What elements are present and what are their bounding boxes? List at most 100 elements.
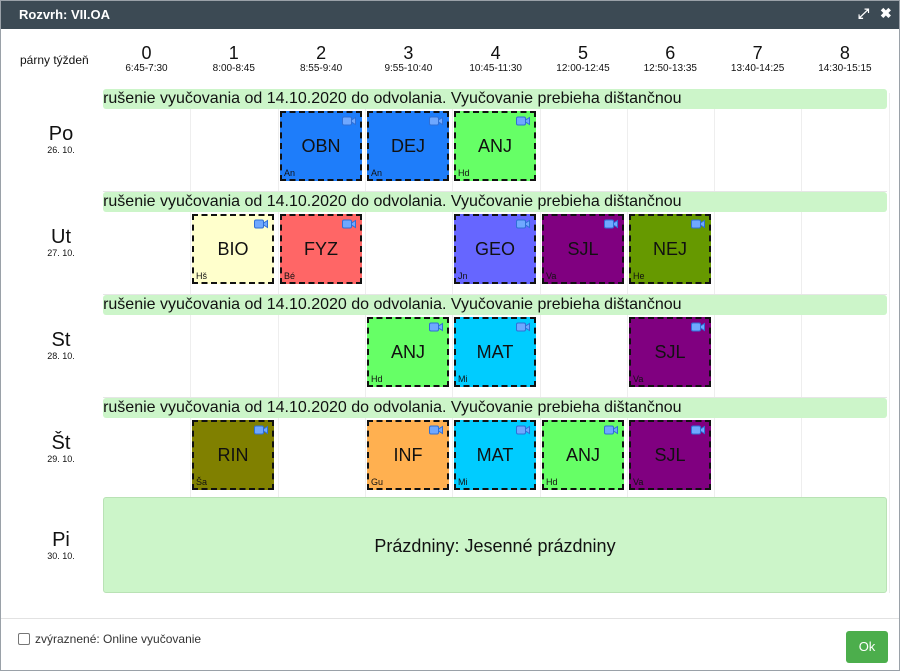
period-number: 8 xyxy=(839,43,850,63)
day-date: 27. 10. xyxy=(47,248,75,258)
online-highlight-checkbox[interactable] xyxy=(18,633,30,645)
day-name: St xyxy=(51,329,71,351)
lesson-card[interactable]: SJL Va xyxy=(629,420,711,490)
day-name: Ut xyxy=(51,226,71,248)
grid-column-line xyxy=(190,93,191,593)
lesson-teacher: Bé xyxy=(284,271,296,281)
day-name: Pi xyxy=(52,529,70,551)
online-highlight-label[interactable]: zvýraznené: Online vyučovanie xyxy=(35,632,202,646)
grid-column-line xyxy=(627,93,628,593)
lesson-card[interactable]: GEO Jn xyxy=(454,214,536,284)
lesson-card[interactable]: BIO Hš xyxy=(192,214,274,284)
holiday-block[interactable]: Prázdniny: Jesenné prázdniny xyxy=(103,497,887,593)
period-number: 1 xyxy=(228,43,239,63)
lesson-teacher: Jn xyxy=(458,271,468,281)
lesson-subject: GEO xyxy=(474,239,515,259)
lesson-subject: MAT xyxy=(476,445,514,465)
video-camera-icon xyxy=(254,425,268,435)
lesson-card[interactable]: OBN An xyxy=(280,111,362,181)
period-time: 8:55-9:40 xyxy=(299,63,343,74)
day-label: Ut 27. 10. xyxy=(21,226,101,259)
distance-learning-banner[interactable]: Dištančná výučba: Prerušenie vyučovania … xyxy=(103,295,887,315)
dialog-title: Rozvrh: VII.OA xyxy=(19,7,111,22)
lesson-teacher: Va xyxy=(546,271,557,281)
video-camera-icon xyxy=(604,219,618,229)
holiday-text: Prázdniny: Jesenné prázdniny xyxy=(374,536,616,556)
period-number: 7 xyxy=(752,43,763,63)
lesson-card[interactable]: ANJ Hd xyxy=(367,317,449,387)
title-bar[interactable]: Rozvrh: VII.OA ⤢ ✖ xyxy=(1,1,899,29)
day-date: 28. 10. xyxy=(47,351,75,361)
lesson-card[interactable]: ANJ Hd xyxy=(454,111,536,181)
distance-learning-banner[interactable]: Dištančná výučba: Prerušenie vyučovania … xyxy=(103,192,887,212)
lesson-subject: INF xyxy=(393,445,423,465)
lesson-subject: ANJ xyxy=(390,342,425,362)
banner-text: Dištančná výučba: Prerušenie vyučovania … xyxy=(103,399,682,416)
video-camera-icon xyxy=(691,322,705,332)
period-time: 10:45-11:30 xyxy=(469,63,522,74)
video-camera-icon xyxy=(604,425,618,435)
grid-row-line xyxy=(103,191,887,192)
lesson-teacher: Hd xyxy=(458,168,470,178)
lesson-subject: RIN xyxy=(217,445,249,465)
lesson-teacher: An xyxy=(371,168,383,178)
video-camera-icon xyxy=(429,322,443,332)
video-camera-icon xyxy=(254,219,268,229)
day-label: Pi 30. 10. xyxy=(21,529,101,562)
lesson-subject: ANJ xyxy=(565,445,600,465)
day-label: St 28. 10. xyxy=(21,329,101,362)
maximize-icon[interactable]: ⤢ xyxy=(858,5,870,21)
video-camera-icon xyxy=(691,219,705,229)
distance-learning-banner[interactable]: Dištančná výučba: Prerušenie vyučovania … xyxy=(103,398,887,418)
lesson-card[interactable]: SJL Va xyxy=(542,214,624,284)
day-date: 26. 10. xyxy=(47,145,75,155)
lesson-teacher: Mi xyxy=(458,477,468,487)
period-number: 3 xyxy=(403,43,414,63)
grid-column-line xyxy=(365,93,366,593)
period-number: 4 xyxy=(490,43,501,63)
lesson-teacher: Va xyxy=(633,374,644,384)
period-4: 4 10:45-11:30 xyxy=(452,43,539,75)
grid-row-line xyxy=(103,294,887,295)
grid-column-line xyxy=(889,93,890,593)
period-time: 14:30-15:15 xyxy=(818,63,872,74)
day-label: Št 29. 10. xyxy=(21,432,101,465)
grid-column-line xyxy=(714,93,715,593)
lesson-subject: FYZ xyxy=(304,239,338,259)
week-type-label: párny týždeň xyxy=(20,53,89,67)
lesson-teacher: An xyxy=(284,168,296,178)
banner-text: Dištančná výučba: Prerušenie vyučovania … xyxy=(103,90,682,107)
lesson-card[interactable]: MAT Mi xyxy=(454,317,536,387)
lesson-card[interactable]: FYZ Bé xyxy=(280,214,362,284)
lesson-card[interactable]: NEJ He xyxy=(629,214,711,284)
lesson-card[interactable]: INF Gu xyxy=(367,420,449,490)
day-date: 29. 10. xyxy=(47,454,75,464)
period-8: 8 14:30-15:15 xyxy=(801,43,888,75)
close-icon[interactable]: ✖ xyxy=(880,5,892,21)
period-time: 12:50-13:35 xyxy=(643,63,697,74)
lesson-teacher: Ša xyxy=(196,477,208,487)
period-number: 2 xyxy=(316,43,327,63)
video-camera-icon xyxy=(691,425,705,435)
lesson-card[interactable]: ANJ Hd xyxy=(542,420,624,490)
day-label: Po 26. 10. xyxy=(21,123,101,156)
lesson-card[interactable]: DEJ An xyxy=(367,111,449,181)
period-3: 3 9:55-10:40 xyxy=(365,43,452,75)
period-1: 1 8:00-8:45 xyxy=(190,43,277,75)
lesson-subject: ANJ xyxy=(477,136,512,156)
period-time: 13:40-14:25 xyxy=(730,63,785,74)
distance-learning-banner[interactable]: Dištančná výučba: Prerušenie vyučovania … xyxy=(103,89,887,109)
grid-column-line xyxy=(278,93,279,593)
ok-button[interactable]: Ok xyxy=(846,631,888,663)
video-camera-icon xyxy=(516,219,530,229)
lesson-subject: DEJ xyxy=(390,136,425,156)
period-time: 12:00-12:45 xyxy=(556,63,610,74)
period-5: 5 12:00-12:45 xyxy=(540,43,627,75)
video-camera-icon xyxy=(342,116,356,126)
video-camera-icon xyxy=(516,322,530,332)
lesson-card[interactable]: MAT Mi xyxy=(454,420,536,490)
lesson-subject: MAT xyxy=(476,342,514,362)
video-camera-icon xyxy=(342,219,356,229)
lesson-card[interactable]: RIN Ša xyxy=(192,420,274,490)
lesson-card[interactable]: SJL Va xyxy=(629,317,711,387)
